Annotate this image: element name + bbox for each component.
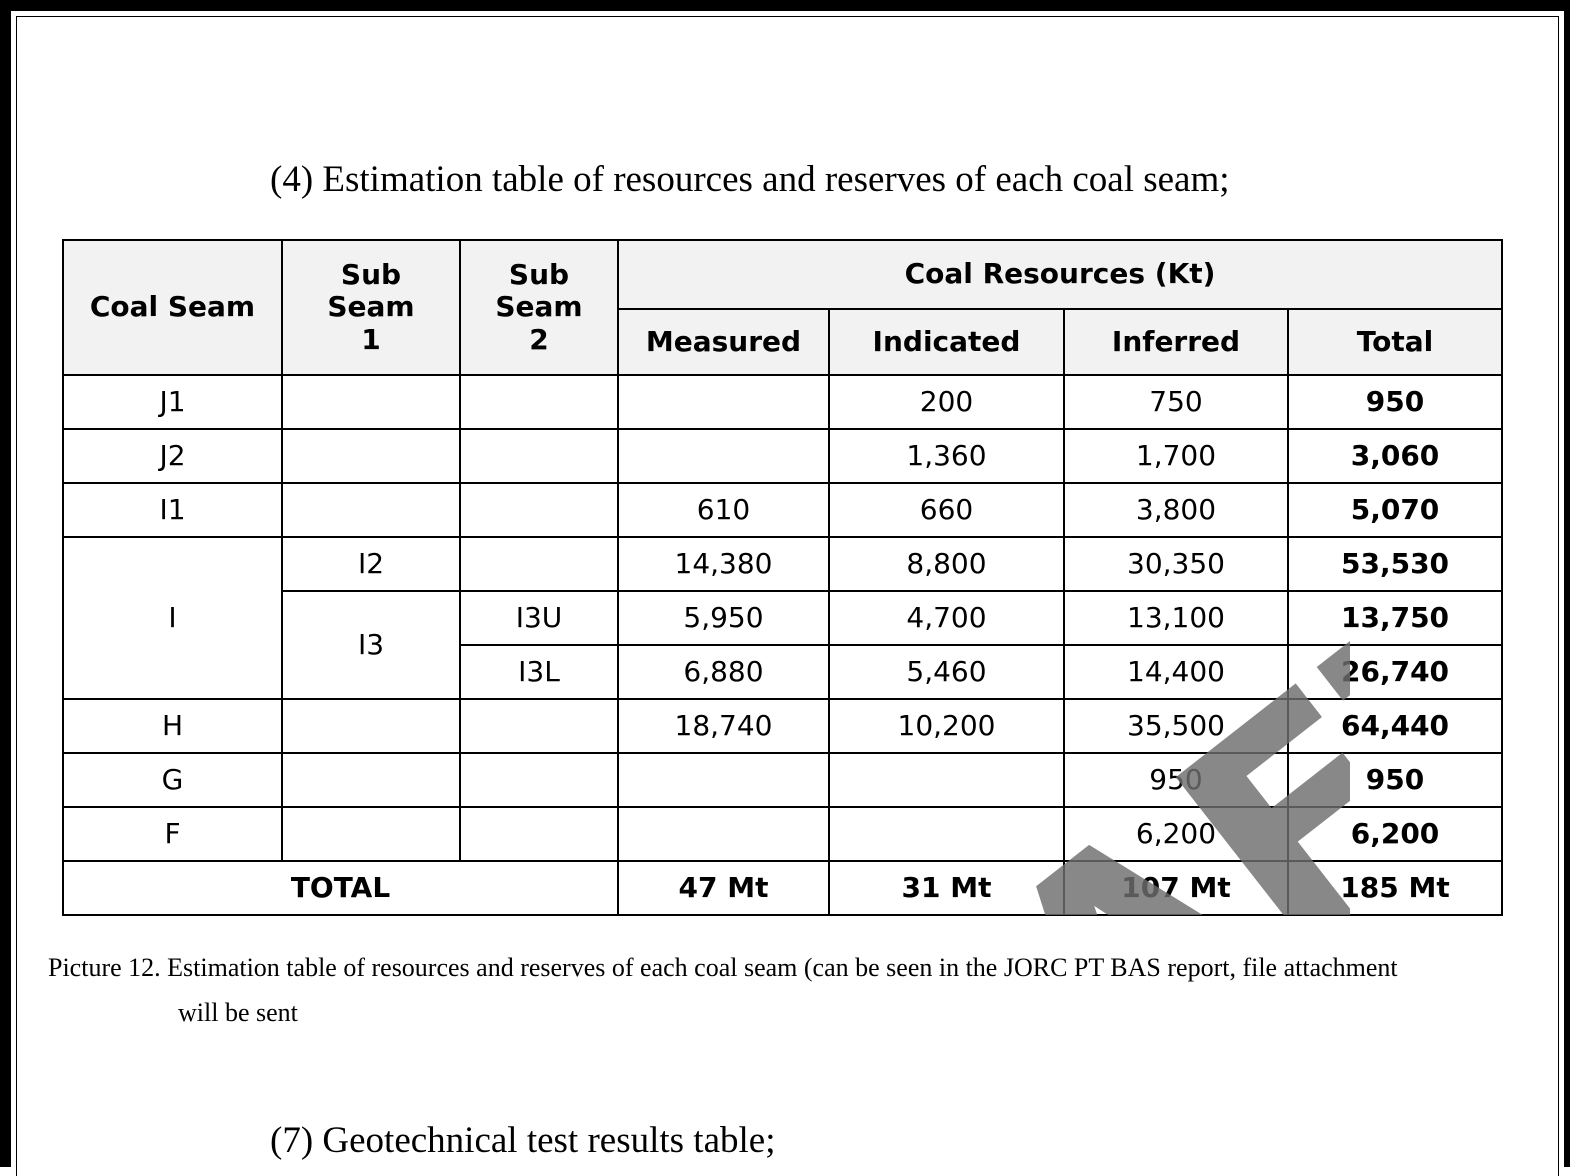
table-row: I3 I3U 5,950 4,700 13,100 13,750	[63, 590, 1504, 700]
cell-sub1	[281, 698, 461, 754]
section-heading-resources: (4) Estimation table of resources and re…	[270, 159, 1230, 200]
header-indicated: Indicated	[828, 308, 1065, 376]
cell-sub1: I3	[281, 590, 461, 700]
figure-caption: Picture 12. Estimation table of resource…	[48, 945, 1538, 1035]
total-total: 185 Mt	[1286, 860, 1504, 916]
cell-inferred: 950	[1063, 752, 1289, 808]
cell-indicated: 8,800	[828, 536, 1065, 592]
header-sub-seam-2: Sub Seam 2	[459, 239, 619, 376]
cell-sub1	[281, 752, 461, 808]
cell-total: 3,060	[1286, 428, 1504, 484]
cell-inferred: 30,350	[1063, 536, 1289, 592]
cell-measured	[617, 806, 830, 862]
cell-sub1: I2	[281, 536, 461, 592]
cell-sub1	[281, 374, 461, 430]
cell-indicated: 200	[828, 374, 1065, 430]
cell-inferred: 3,800	[1063, 482, 1289, 538]
table-row: I1 610 660 3,800 5,070	[62, 482, 1504, 538]
cell-measured: 6,880	[617, 644, 830, 700]
caption-line-2: will be sent	[178, 998, 298, 1027]
cell-measured: 610	[617, 482, 830, 538]
cell-inferred: 13,100	[1063, 590, 1289, 646]
table-row: J1 200 750 950	[62, 374, 1504, 430]
header-coal-seam: Coal Seam	[62, 239, 283, 376]
total-indicated: 31 Mt	[828, 860, 1065, 916]
cell-measured	[617, 752, 830, 808]
cell-measured: 18,740	[617, 698, 830, 754]
cell-indicated	[828, 806, 1065, 862]
header-sub-seam-1: Sub Seam 1	[281, 239, 461, 376]
cell-total: 5,070	[1286, 482, 1504, 538]
cell-sub1	[281, 482, 461, 538]
cell-sub2	[459, 374, 619, 430]
cell-seam: J1	[62, 374, 283, 430]
cell-measured	[617, 374, 830, 430]
cell-seam: H	[62, 698, 283, 754]
coal-resources-table: Coal Seam Sub Seam 1 Sub Seam 2 Coal Res…	[62, 239, 1504, 916]
cell-indicated: 4,700	[828, 590, 1065, 646]
cell-indicated: 660	[828, 482, 1065, 538]
cell-seam: F	[62, 806, 283, 862]
cell-measured	[617, 428, 830, 484]
cell-sub2	[459, 698, 619, 754]
cell-inferred: 14,400	[1063, 644, 1289, 700]
table-row: I I2 14,380 8,800 30,350 53,530	[62, 536, 1504, 700]
cell-sub2	[459, 482, 619, 538]
cell-total: 950	[1286, 374, 1504, 430]
header-measured: Measured	[617, 308, 830, 376]
cell-indicated	[828, 752, 1065, 808]
cell-indicated: 5,460	[828, 644, 1065, 700]
cell-measured: 5,950	[617, 590, 830, 646]
header-total: Total	[1286, 308, 1504, 376]
cell-sub1	[281, 428, 461, 484]
cell-measured: 14,380	[617, 536, 830, 592]
cell-inferred: 750	[1063, 374, 1289, 430]
cell-total: 6,200	[1286, 806, 1504, 862]
cell-inferred: 35,500	[1063, 698, 1289, 754]
cell-sub1	[281, 806, 461, 862]
cell-sub2	[459, 806, 619, 862]
cell-inferred: 6,200	[1063, 806, 1289, 862]
cell-total: 53,530	[1286, 536, 1504, 592]
total-inferred: 107 Mt	[1063, 860, 1289, 916]
header-coal-resources: Coal Resources (Kt)	[616, 239, 1504, 310]
cell-sub2: I3U	[459, 590, 619, 646]
cell-indicated: 10,200	[828, 698, 1065, 754]
cell-total: 13,750	[1286, 590, 1504, 646]
cell-total: 64,440	[1286, 698, 1504, 754]
cell-indicated: 1,360	[828, 428, 1065, 484]
cell-sub2	[459, 752, 619, 808]
cell-inferred: 1,700	[1063, 428, 1289, 484]
total-label: TOTAL	[62, 860, 619, 916]
cell-seam: G	[62, 752, 283, 808]
cell-seam: J2	[62, 428, 283, 484]
table-row: J2 1,360 1,700 3,060	[62, 428, 1504, 484]
section-heading-geotechnical: (7) Geotechnical test results table;	[270, 1120, 776, 1161]
table-row: G 950 950	[62, 752, 1504, 808]
table-row: H 18,740 10,200 35,500 64,440	[62, 698, 1504, 754]
table-row: F 6,200 6,200	[62, 806, 1504, 862]
header-inferred: Inferred	[1063, 308, 1289, 376]
cell-seam: I1	[62, 482, 283, 538]
table-row: I3L 6,880 5,460 14,400 26,740	[63, 644, 1504, 700]
cell-total: 26,740	[1286, 644, 1504, 700]
cell-total: 950	[1286, 752, 1504, 808]
total-measured: 47 Mt	[617, 860, 830, 916]
cell-sub2	[459, 536, 619, 592]
cell-sub2	[459, 428, 619, 484]
caption-line-1: Picture 12. Estimation table of resource…	[48, 953, 1398, 982]
cell-sub2: I3L	[459, 644, 619, 700]
cell-seam: I	[62, 536, 283, 700]
table-total-row: TOTAL 47 Mt 31 Mt 107 Mt 185 Mt	[62, 860, 1504, 916]
